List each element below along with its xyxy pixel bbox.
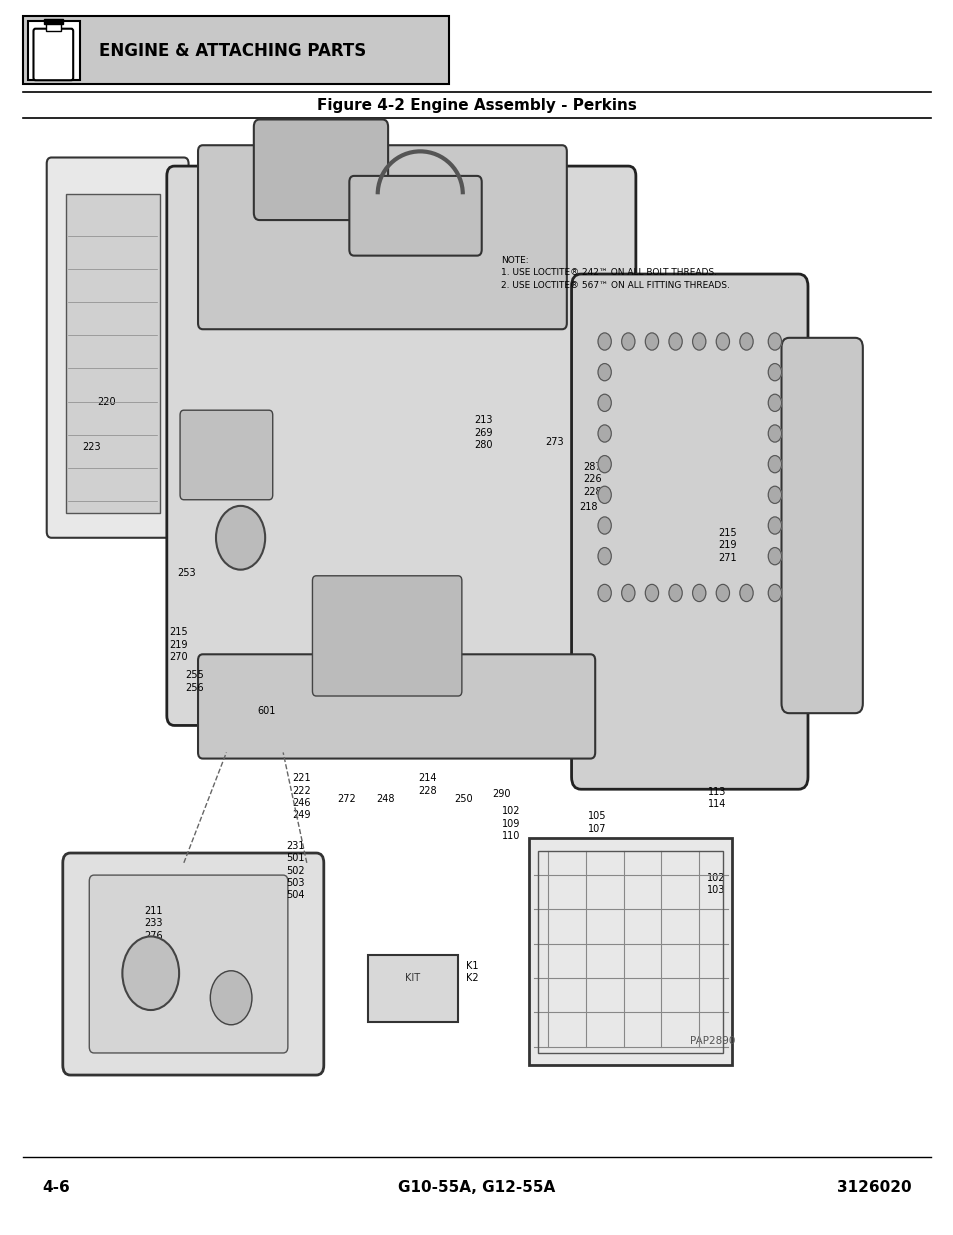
- Circle shape: [122, 936, 179, 1010]
- Text: 223: 223: [83, 442, 101, 452]
- FancyBboxPatch shape: [571, 274, 807, 789]
- Circle shape: [740, 333, 752, 350]
- Text: 273: 273: [544, 437, 563, 447]
- Circle shape: [767, 487, 781, 504]
- Circle shape: [767, 394, 781, 411]
- Text: 248: 248: [375, 794, 394, 804]
- Bar: [28, 21, 80, 80]
- FancyBboxPatch shape: [66, 194, 160, 514]
- Text: 215
219
271: 215 219 271: [718, 527, 736, 563]
- Text: 220: 220: [97, 396, 115, 406]
- Text: 4-6: 4-6: [42, 1181, 70, 1195]
- Text: 105
107: 105 107: [587, 811, 605, 834]
- FancyBboxPatch shape: [33, 28, 73, 80]
- Text: ENGINE & ATTACHING PARTS: ENGINE & ATTACHING PARTS: [98, 42, 366, 59]
- FancyBboxPatch shape: [198, 655, 595, 758]
- Circle shape: [767, 456, 781, 473]
- FancyBboxPatch shape: [781, 338, 862, 713]
- Text: K1
K2: K1 K2: [465, 961, 477, 983]
- Text: NOTE:
1. USE LOCTITE® 242™ ON ALL BOLT THREADS.
2. USE LOCTITE® 567™ ON ALL FITT: NOTE: 1. USE LOCTITE® 242™ ON ALL BOLT T…: [500, 256, 729, 290]
- FancyBboxPatch shape: [167, 165, 636, 725]
- Circle shape: [598, 394, 611, 411]
- Text: 3126020: 3126020: [837, 1181, 911, 1195]
- Circle shape: [716, 333, 729, 350]
- Circle shape: [767, 517, 781, 534]
- Circle shape: [598, 456, 611, 473]
- Circle shape: [598, 333, 611, 350]
- Text: 113
114: 113 114: [707, 787, 725, 809]
- Text: 287
226
228: 287 226 228: [582, 462, 601, 496]
- Circle shape: [598, 487, 611, 504]
- Circle shape: [767, 363, 781, 380]
- Circle shape: [767, 547, 781, 564]
- Text: 211
233
276: 211 233 276: [144, 905, 163, 941]
- Text: 213
269
280: 213 269 280: [474, 415, 492, 450]
- FancyBboxPatch shape: [90, 876, 288, 1053]
- Text: 601: 601: [257, 706, 275, 716]
- Text: 250: 250: [454, 794, 473, 804]
- Circle shape: [767, 584, 781, 601]
- Text: 214
228: 214 228: [418, 773, 436, 795]
- FancyBboxPatch shape: [180, 410, 273, 500]
- FancyBboxPatch shape: [23, 16, 448, 84]
- Circle shape: [716, 584, 729, 601]
- Text: PAP2890: PAP2890: [689, 1036, 735, 1046]
- Text: 231
501
502
503
504: 231 501 502 503 504: [286, 841, 304, 900]
- Bar: [44, 19, 63, 23]
- Circle shape: [598, 425, 611, 442]
- Circle shape: [644, 584, 658, 601]
- Bar: [46, 21, 61, 31]
- FancyBboxPatch shape: [63, 853, 323, 1074]
- FancyBboxPatch shape: [529, 839, 732, 1066]
- Text: KIT: KIT: [405, 973, 420, 983]
- FancyBboxPatch shape: [368, 955, 457, 1023]
- FancyBboxPatch shape: [42, 127, 911, 986]
- Text: 272: 272: [336, 794, 355, 804]
- Text: G10-55A, G12-55A: G10-55A, G12-55A: [398, 1181, 555, 1195]
- Circle shape: [215, 506, 265, 569]
- FancyBboxPatch shape: [313, 576, 461, 697]
- Circle shape: [621, 333, 635, 350]
- Circle shape: [210, 971, 252, 1025]
- Circle shape: [668, 584, 681, 601]
- Circle shape: [598, 517, 611, 534]
- FancyBboxPatch shape: [253, 120, 388, 220]
- Circle shape: [598, 584, 611, 601]
- Text: 102
103: 102 103: [706, 873, 724, 895]
- Text: 218: 218: [578, 503, 597, 513]
- Circle shape: [598, 363, 611, 380]
- Circle shape: [740, 584, 752, 601]
- Text: Figure 4-2 Engine Assembly - Perkins: Figure 4-2 Engine Assembly - Perkins: [316, 99, 637, 114]
- Text: 102
109
110: 102 109 110: [501, 806, 519, 841]
- Circle shape: [644, 333, 658, 350]
- Circle shape: [767, 333, 781, 350]
- Circle shape: [621, 584, 635, 601]
- Text: 290: 290: [492, 789, 510, 799]
- Circle shape: [692, 333, 705, 350]
- Text: 253: 253: [177, 568, 195, 578]
- FancyBboxPatch shape: [198, 146, 566, 330]
- Circle shape: [598, 547, 611, 564]
- FancyBboxPatch shape: [349, 175, 481, 256]
- Text: 215
219
270: 215 219 270: [170, 627, 188, 662]
- Circle shape: [692, 584, 705, 601]
- Circle shape: [668, 333, 681, 350]
- Text: 221
222
246
249: 221 222 246 249: [293, 773, 311, 820]
- FancyBboxPatch shape: [47, 158, 189, 537]
- Circle shape: [767, 425, 781, 442]
- Text: 255
256: 255 256: [186, 671, 204, 693]
- Text: 211
232
257: 211 232 257: [377, 194, 396, 230]
